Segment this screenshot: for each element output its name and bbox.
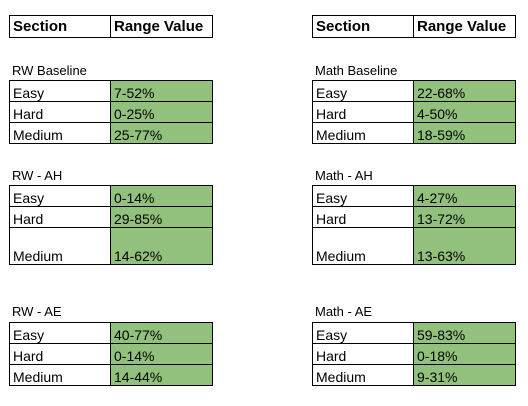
label-cell[interactable]: Medium [312,122,414,144]
value-cell[interactable]: 13-72% [413,206,516,228]
value-cell[interactable]: 4-27% [413,185,516,207]
table-row: Easy 7-52% [9,80,213,102]
value-cell[interactable]: 7-52% [110,80,213,102]
table-row: Easy 4-27% [312,185,516,207]
table-row: Easy 40-77% [9,322,213,344]
range-table: Easy 22-68% Hard 4-50% Medium 18-59% [312,80,516,144]
range-table: Easy 40-77% Hard 0-14% Medium 14-44% [9,322,213,386]
left-header-table: Section Range Value [9,15,213,38]
value-cell[interactable]: 0-14% [110,185,213,207]
block-title: RW - AH [12,168,63,183]
label-cell[interactable]: Easy [9,185,111,207]
label-cell[interactable]: Medium [9,227,111,265]
label-cell[interactable]: Hard [312,343,414,365]
value-cell[interactable]: 0-14% [110,343,213,365]
label-cell[interactable]: Easy [9,322,111,344]
value-cell[interactable]: 0-18% [413,343,516,365]
label-cell[interactable]: Hard [9,343,111,365]
value-cell[interactable]: 9-31% [413,364,516,386]
table-row: Hard 0-18% [312,343,516,365]
left-column: Section Range Value RW Baseline Easy 7-5… [9,0,214,386]
value-cell[interactable]: 13-63% [413,227,516,265]
right-column: Section Range Value Math Baseline Easy 2… [312,0,517,386]
table-row: Medium 14-62% [9,227,213,265]
label-cell[interactable]: Medium [9,122,111,144]
range-table: Easy 7-52% Hard 0-25% Medium 25-77% [9,80,213,144]
range-table: Easy 4-27% Hard 13-72% Medium 13-63% [312,185,516,265]
table-row: Medium 25-77% [9,122,213,144]
label-cell[interactable]: Hard [9,206,111,228]
table-row: Easy 22-68% [312,80,516,102]
value-cell[interactable]: 4-50% [413,101,516,123]
section-header-cell[interactable]: Section [312,15,414,38]
label-cell[interactable]: Hard [312,101,414,123]
block-title: Math - AE [315,304,373,319]
label-cell[interactable]: Easy [312,185,414,207]
value-cell[interactable]: 14-44% [110,364,213,386]
table-row: Medium 18-59% [312,122,516,144]
value-cell[interactable]: 14-62% [110,227,213,265]
label-cell[interactable]: Hard [9,101,111,123]
table-row: Hard 0-25% [9,101,213,123]
table-row: Medium 14-44% [9,364,213,386]
label-cell[interactable]: Medium [9,364,111,386]
table-row: Medium 13-63% [312,227,516,265]
table-row: Easy 0-14% [9,185,213,207]
table-row: Hard 4-50% [312,101,516,123]
table-row: Medium 9-31% [312,364,516,386]
label-cell[interactable]: Medium [312,364,414,386]
range-table: Easy 0-14% Hard 29-85% Medium 14-62% [9,185,213,265]
range-table: Easy 59-83% Hard 0-18% Medium 9-31% [312,322,516,386]
value-cell[interactable]: 59-83% [413,322,516,344]
table-row: Hard 29-85% [9,206,213,228]
label-cell[interactable]: Easy [312,322,414,344]
right-header-table: Section Range Value [312,15,516,38]
block-title: RW - AE [12,304,62,319]
section-header-cell[interactable]: Section [9,15,111,38]
value-cell[interactable]: 40-77% [110,322,213,344]
label-cell[interactable]: Easy [312,80,414,102]
label-cell[interactable]: Easy [9,80,111,102]
value-cell[interactable]: 22-68% [413,80,516,102]
table-row: Hard 0-14% [9,343,213,365]
range-value-header-cell[interactable]: Range Value [110,15,213,38]
table-row: Easy 59-83% [312,322,516,344]
block-title: Math - AH [315,168,373,183]
value-cell[interactable]: 29-85% [110,206,213,228]
value-cell[interactable]: 25-77% [110,122,213,144]
label-cell[interactable]: Medium [312,227,414,265]
block-title: RW Baseline [12,63,87,78]
range-value-header-cell[interactable]: Range Value [413,15,516,38]
value-cell[interactable]: 18-59% [413,122,516,144]
table-row: Hard 13-72% [312,206,516,228]
block-title: Math Baseline [315,63,398,78]
value-cell[interactable]: 0-25% [110,101,213,123]
label-cell[interactable]: Hard [312,206,414,228]
